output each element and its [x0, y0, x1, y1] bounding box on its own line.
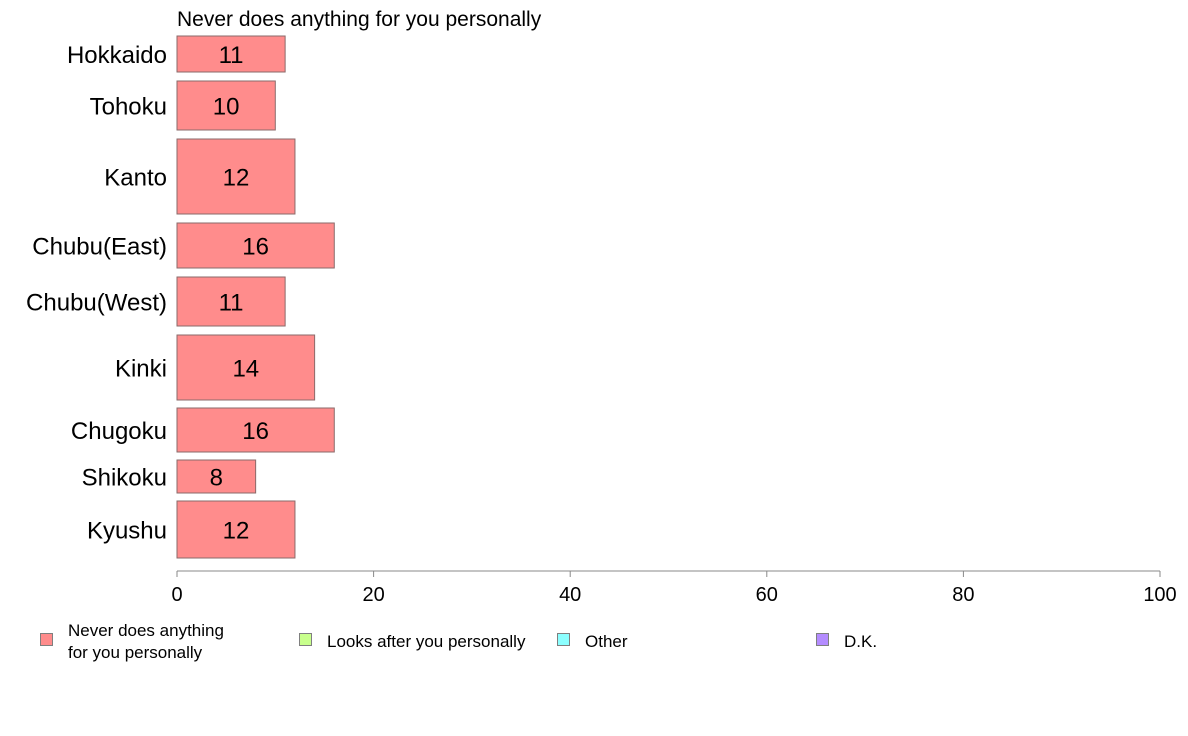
category-label-kinki: Kinki [115, 356, 167, 383]
x-tick-label-40: 40 [559, 584, 581, 606]
bar-chubu-west [176, 276, 286, 327]
bar-value-label-kinki: 14 [232, 356, 259, 383]
bar-kinki [176, 334, 316, 401]
category-label-chugoku: Chugoku [71, 418, 167, 445]
legend-label-dk: D.K. [844, 632, 878, 651]
x-axis: 0 20 40 60 80 100 [171, 570, 1177, 606]
bar-shikoku [176, 459, 257, 494]
bar-value-label-shikoku: 8 [210, 465, 223, 492]
category-label-shikoku: Shikoku [82, 465, 167, 492]
bar-value-label-kyushu: 12 [223, 518, 250, 545]
legend-label-looks-after: Looks after you personally [327, 632, 526, 651]
x-tick-label-100: 100 [1143, 584, 1176, 606]
bar-value-label-tohoku: 10 [213, 94, 240, 121]
x-tick-label-20: 20 [362, 584, 384, 606]
category-label-hokkaido: Hokkaido [67, 42, 167, 69]
category-label-tohoku: Tohoku [90, 94, 167, 121]
bar-value-label-kanto: 12 [223, 165, 250, 192]
category-label-kanto: Kanto [104, 165, 167, 192]
x-tick-label-80: 80 [952, 584, 974, 606]
bar-chubu-east [176, 222, 335, 269]
chart-title: Never does anything for you personally [177, 8, 542, 31]
legend-swatch-never [40, 633, 53, 646]
category-label-chubu-west: Chubu(West) [26, 290, 167, 317]
legend-item-looks-after: Looks after you personally [299, 620, 525, 653]
legend-label-other: Other [585, 632, 628, 651]
bar-kanto [176, 138, 296, 215]
bar-value-label-hokkaido: 11 [219, 42, 244, 69]
category-label-chubu-east: Chubu(East) [32, 234, 167, 261]
bar-hokkaido [176, 35, 286, 73]
bar-value-label-chugoku: 16 [242, 418, 269, 445]
bar-value-label-chubu-west: 11 [219, 290, 244, 317]
legend-swatch-dk [816, 633, 829, 646]
category-label-kyushu: Kyushu [87, 518, 167, 545]
bar-tohoku [176, 80, 276, 131]
legend: Never does anything for you personally L… [0, 620, 1188, 670]
legend-swatch-looks-after [299, 633, 312, 646]
legend-item-dk: D.K. [816, 620, 877, 653]
bar-value-label-chubu-east: 16 [242, 234, 269, 261]
bar-chugoku [176, 407, 335, 453]
category-labels: Hokkaido Tohoku Kanto Chubu(East) Chubu(West… [26, 42, 167, 545]
legend-label-never: Never does anything for you personally [68, 621, 224, 662]
x-tick-label-0: 0 [171, 584, 182, 606]
legend-item-never: Never does anything for you personally [40, 620, 224, 664]
x-tick-label-60: 60 [756, 584, 778, 606]
legend-swatch-other [557, 633, 570, 646]
bar-kyushu [176, 500, 296, 559]
legend-item-other: Other [557, 620, 628, 653]
